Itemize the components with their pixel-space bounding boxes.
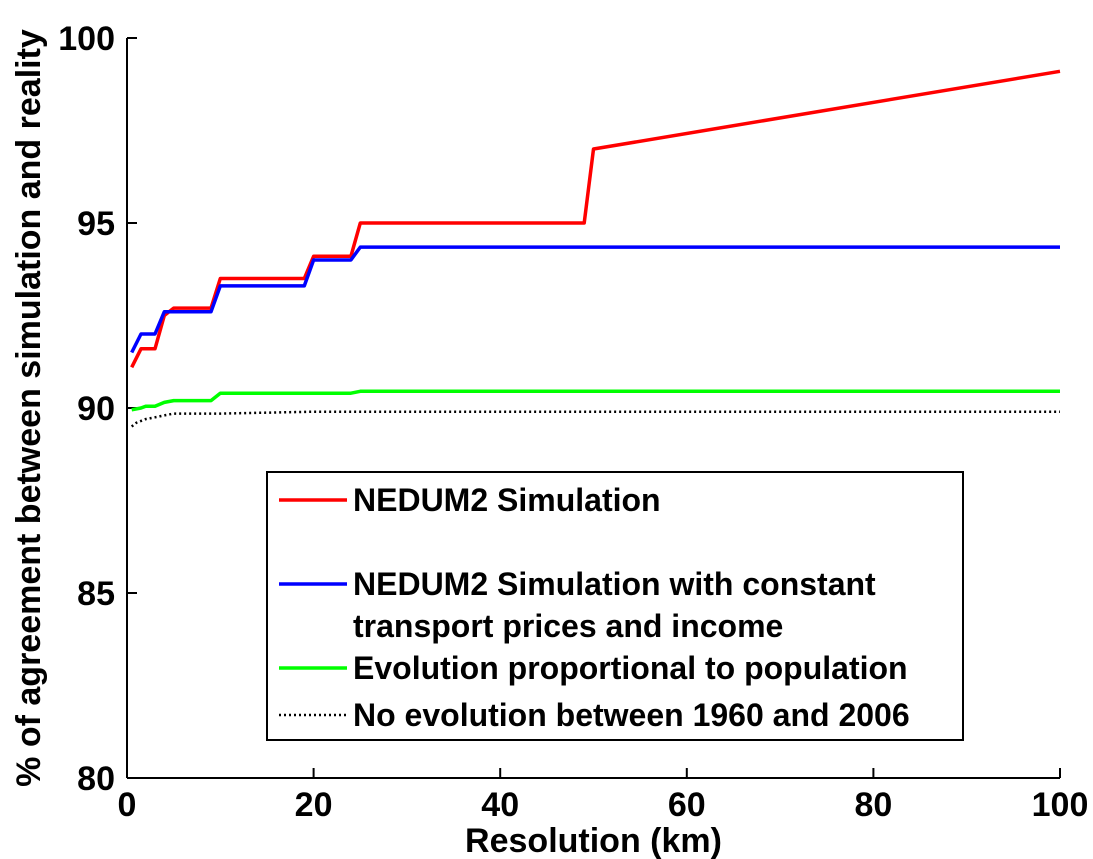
y-tick-label: 85 xyxy=(77,575,115,613)
x-tick-label: 20 xyxy=(295,786,333,824)
x-tick-label: 100 xyxy=(1032,786,1089,824)
series-line-3 xyxy=(131,389,1060,412)
legend: NEDUM2 Simulation NEDUM2 Simulation with … xyxy=(266,471,964,741)
y-tick-label: 95 xyxy=(77,205,115,243)
y-tick-label: 90 xyxy=(77,390,115,428)
x-tick-label: 0 xyxy=(118,786,137,824)
series-line-1 xyxy=(130,69,1061,369)
series-line-2 xyxy=(130,245,1060,354)
legend-label-1: NEDUM2 Simulation xyxy=(353,482,661,518)
legend-label-2: transport prices and income xyxy=(353,608,783,644)
y-tick-label: 100 xyxy=(58,20,115,58)
series-layer xyxy=(130,69,1061,428)
y-axis-label: % of agreement between simulation and re… xyxy=(10,29,48,787)
y-tick-label: 80 xyxy=(77,760,115,798)
legend-label-3: Evolution proportional to population xyxy=(353,650,908,686)
x-tick-label: 60 xyxy=(668,786,706,824)
legend-box xyxy=(266,471,964,741)
axes: 80 85 90 95 100 0 20 40 60 80 100 Resolution (km) % … xyxy=(10,20,1088,859)
x-axis-label: Resolution (km) xyxy=(465,822,722,859)
legend-label-4: No evolution between 1960 and 2006 xyxy=(353,697,910,733)
x-tick-label: 40 xyxy=(481,786,519,824)
series-line-4 xyxy=(130,410,1060,428)
x-tick-label: 80 xyxy=(854,786,892,824)
legend-label-2: NEDUM2 Simulation with constant xyxy=(353,566,876,602)
